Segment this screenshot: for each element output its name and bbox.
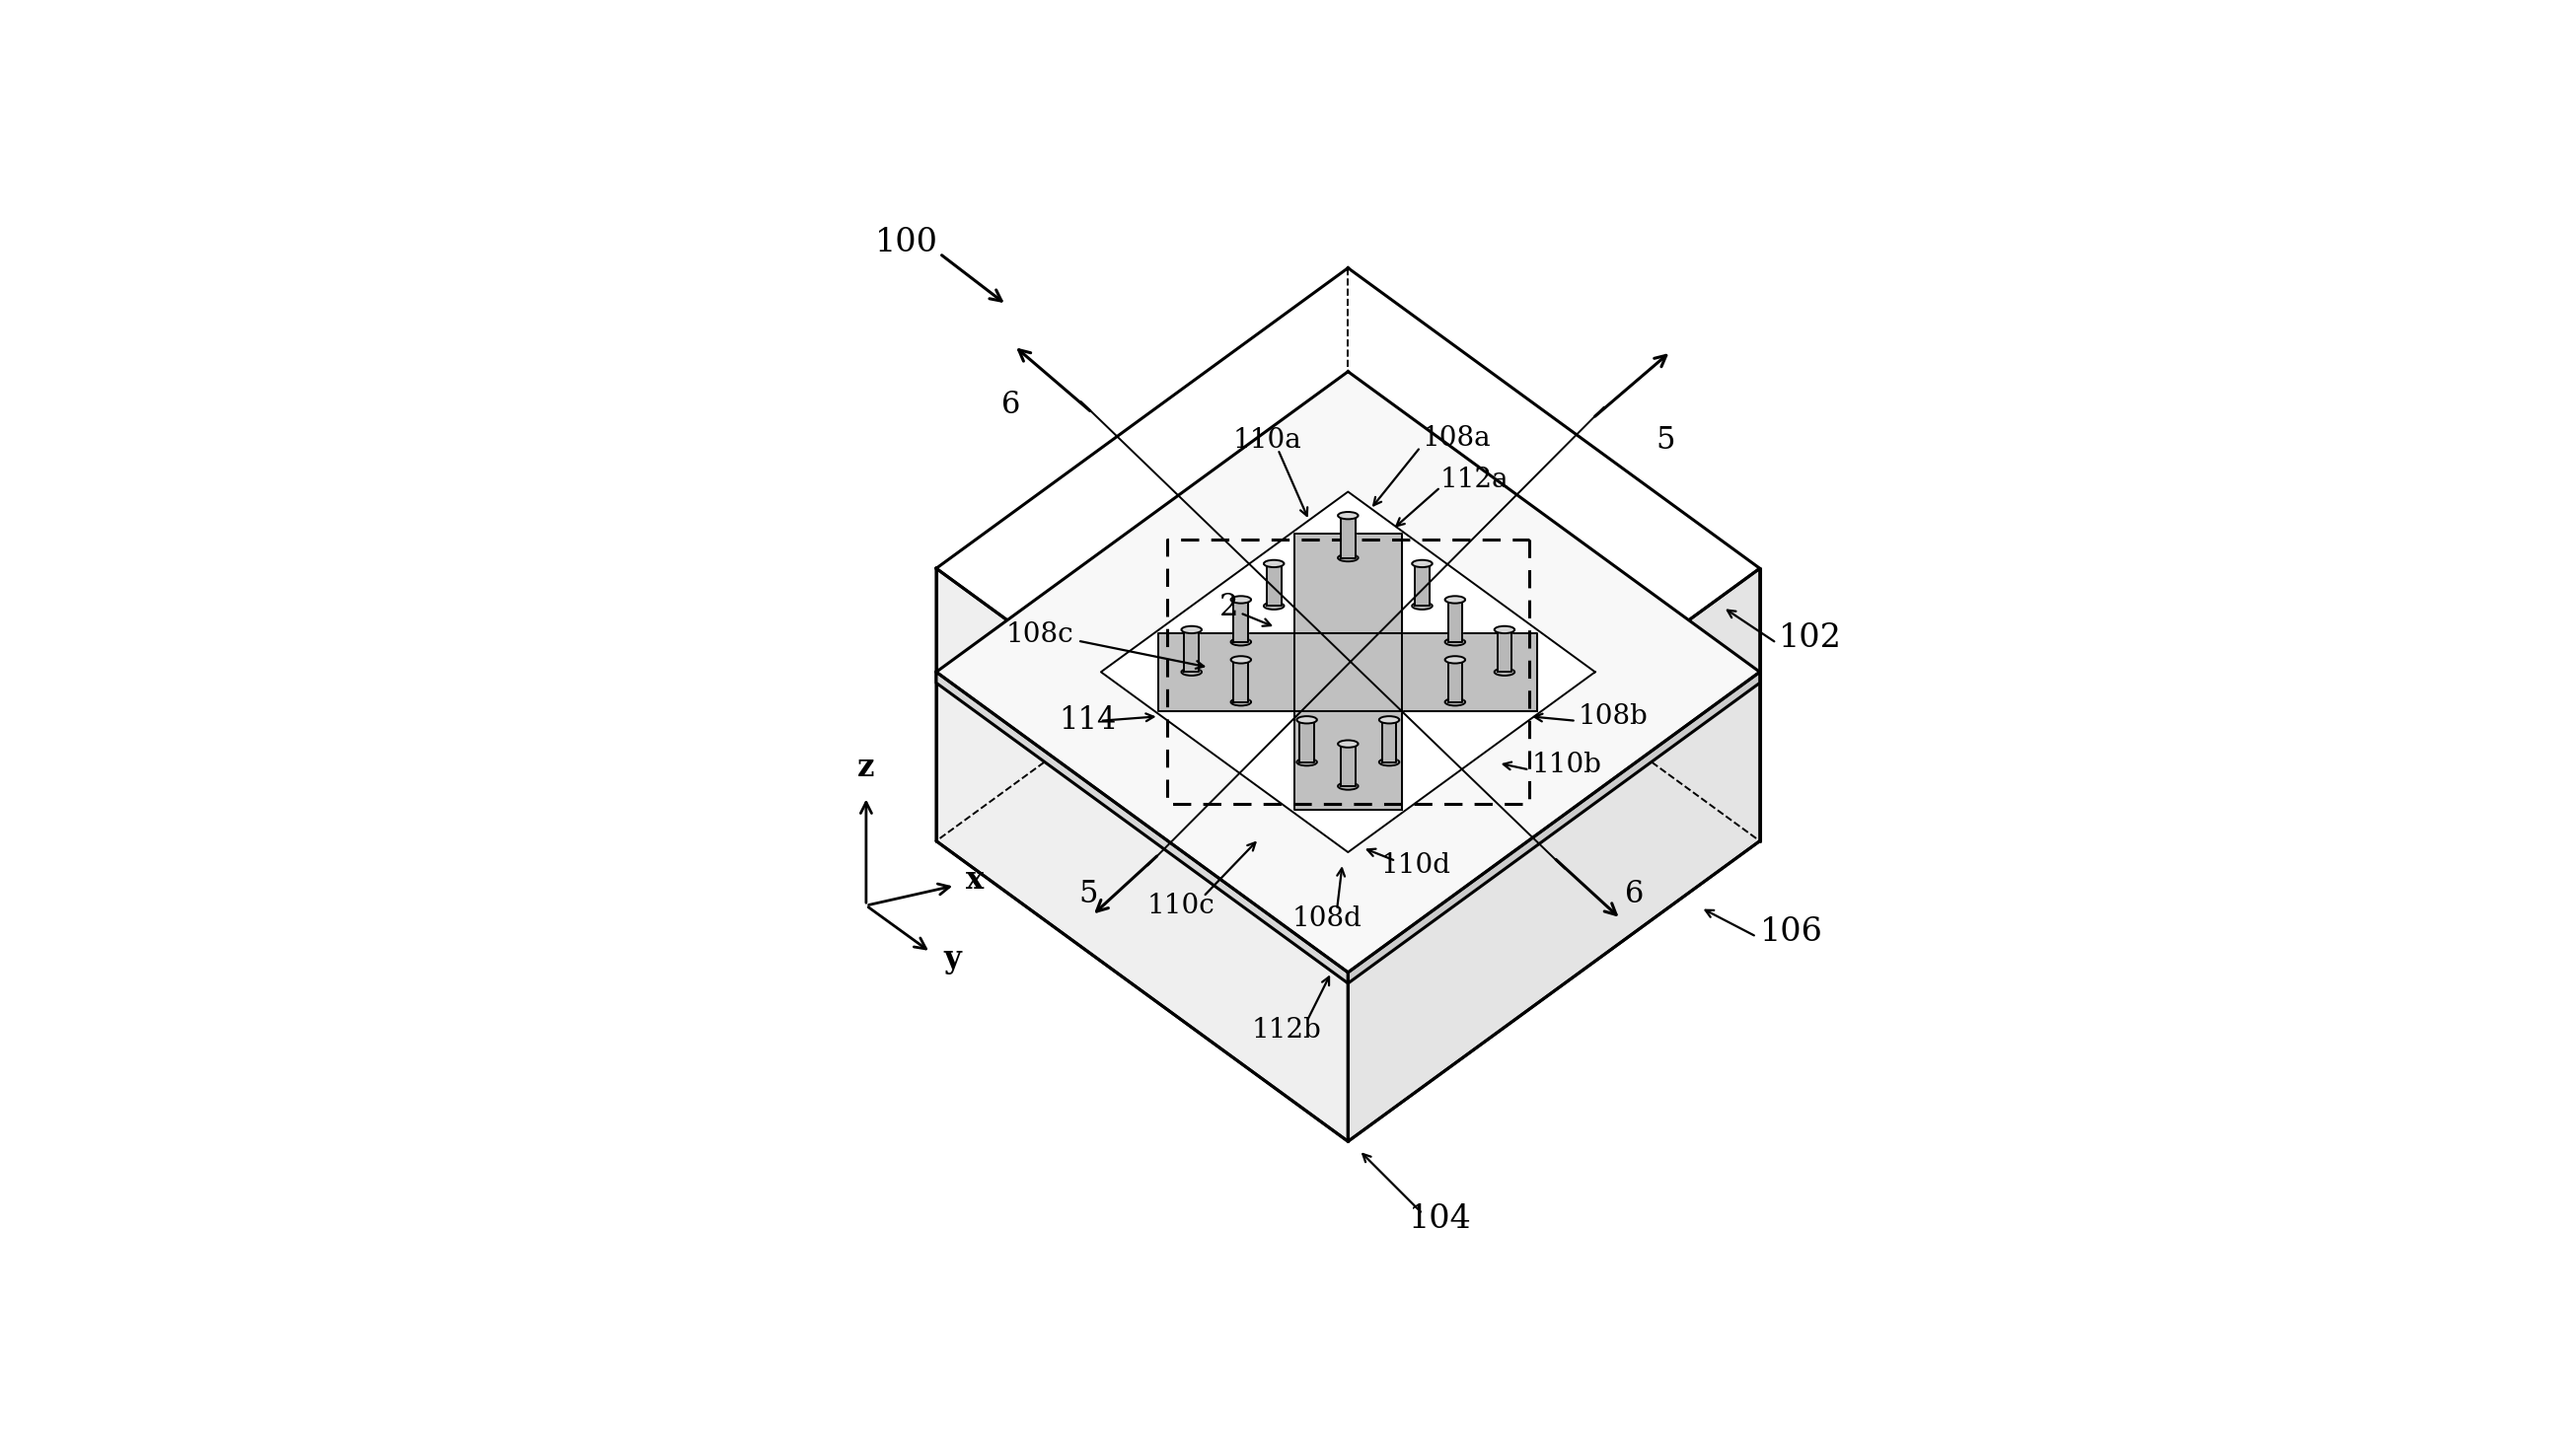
Polygon shape — [1347, 568, 1759, 1142]
Text: 108c: 108c — [1005, 621, 1074, 649]
Polygon shape — [1448, 660, 1463, 702]
Polygon shape — [935, 371, 1759, 972]
Text: 104: 104 — [1409, 1204, 1471, 1235]
Text: 112b: 112b — [1252, 1017, 1321, 1043]
Text: 6: 6 — [1625, 879, 1643, 910]
Ellipse shape — [1337, 512, 1358, 519]
Ellipse shape — [1445, 698, 1466, 705]
Text: y: y — [943, 944, 961, 974]
Text: 2: 2 — [1218, 592, 1239, 623]
Ellipse shape — [1337, 740, 1358, 747]
Polygon shape — [1100, 491, 1595, 853]
Polygon shape — [1234, 600, 1249, 642]
Ellipse shape — [1231, 595, 1252, 603]
Polygon shape — [1497, 630, 1512, 672]
Polygon shape — [935, 672, 1347, 983]
Ellipse shape — [1494, 626, 1515, 633]
Text: 110b: 110b — [1533, 751, 1602, 779]
Polygon shape — [1296, 633, 1401, 711]
Ellipse shape — [1265, 561, 1283, 568]
Ellipse shape — [1182, 626, 1200, 633]
Polygon shape — [1347, 672, 1759, 983]
Text: 114: 114 — [1059, 705, 1115, 736]
Polygon shape — [1301, 720, 1314, 762]
Ellipse shape — [1494, 669, 1515, 676]
Text: 110c: 110c — [1146, 892, 1216, 919]
Ellipse shape — [1296, 717, 1316, 724]
Text: 5: 5 — [1079, 879, 1097, 910]
Polygon shape — [1159, 633, 1538, 711]
Polygon shape — [935, 267, 1759, 868]
Ellipse shape — [1231, 656, 1252, 663]
Text: 110a: 110a — [1231, 428, 1301, 454]
Polygon shape — [1381, 720, 1396, 762]
Polygon shape — [935, 568, 1347, 1142]
Text: 108d: 108d — [1293, 906, 1363, 932]
Ellipse shape — [1231, 698, 1252, 705]
Text: 106: 106 — [1759, 916, 1824, 948]
Polygon shape — [1448, 600, 1463, 642]
Polygon shape — [1414, 564, 1430, 605]
Ellipse shape — [1378, 717, 1399, 724]
Ellipse shape — [1296, 759, 1316, 766]
Ellipse shape — [1182, 669, 1200, 676]
Text: 6: 6 — [1002, 390, 1020, 420]
Ellipse shape — [1337, 783, 1358, 790]
Text: 102: 102 — [1777, 623, 1842, 655]
Text: 108a: 108a — [1422, 425, 1492, 451]
Polygon shape — [1340, 516, 1355, 558]
Text: 5: 5 — [1656, 425, 1674, 455]
Ellipse shape — [1265, 603, 1283, 610]
Text: x: x — [966, 864, 984, 896]
Polygon shape — [1185, 630, 1198, 672]
Text: 108b: 108b — [1579, 704, 1649, 730]
Ellipse shape — [1378, 759, 1399, 766]
Ellipse shape — [1445, 656, 1466, 663]
Text: 110d: 110d — [1381, 853, 1450, 879]
Ellipse shape — [1412, 603, 1432, 610]
Polygon shape — [1296, 533, 1401, 811]
Ellipse shape — [1445, 595, 1466, 603]
Ellipse shape — [1412, 561, 1432, 568]
Text: 100: 100 — [876, 227, 938, 259]
Ellipse shape — [1337, 555, 1358, 562]
Text: z: z — [858, 753, 876, 783]
Ellipse shape — [1231, 639, 1252, 646]
Polygon shape — [1267, 564, 1280, 605]
Polygon shape — [1234, 660, 1249, 702]
Polygon shape — [1340, 744, 1355, 786]
Text: 112a: 112a — [1440, 467, 1510, 493]
Ellipse shape — [1445, 639, 1466, 646]
